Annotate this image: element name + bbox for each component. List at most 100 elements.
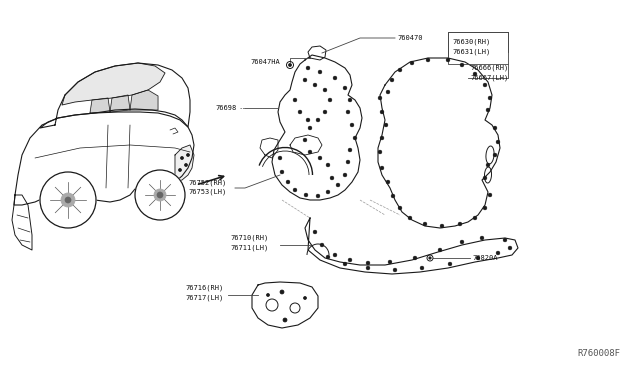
Text: 76717(LH): 76717(LH): [185, 295, 223, 301]
Circle shape: [350, 123, 354, 127]
Circle shape: [398, 68, 402, 72]
Polygon shape: [12, 195, 32, 250]
Polygon shape: [62, 63, 165, 105]
Circle shape: [353, 136, 357, 140]
Circle shape: [286, 180, 290, 184]
Polygon shape: [110, 95, 130, 112]
Circle shape: [429, 257, 431, 259]
Circle shape: [380, 110, 384, 114]
Circle shape: [410, 61, 414, 65]
Circle shape: [320, 243, 324, 247]
Circle shape: [303, 296, 307, 299]
Circle shape: [366, 266, 370, 270]
Circle shape: [326, 190, 330, 194]
Circle shape: [316, 118, 320, 122]
Circle shape: [346, 160, 350, 164]
Circle shape: [154, 189, 166, 201]
Circle shape: [488, 96, 492, 100]
Circle shape: [483, 83, 487, 87]
Circle shape: [316, 194, 320, 198]
Circle shape: [308, 150, 312, 154]
Circle shape: [333, 76, 337, 80]
Circle shape: [448, 262, 452, 266]
Text: 76666(RH): 76666(RH): [470, 65, 508, 71]
Circle shape: [157, 192, 163, 198]
Circle shape: [388, 260, 392, 264]
Circle shape: [496, 251, 500, 255]
Circle shape: [508, 246, 512, 250]
Circle shape: [318, 156, 322, 160]
Circle shape: [413, 256, 417, 260]
Circle shape: [308, 126, 312, 130]
Polygon shape: [290, 135, 322, 155]
Circle shape: [303, 138, 307, 142]
Polygon shape: [308, 46, 326, 60]
Circle shape: [488, 193, 492, 197]
Text: 76047HA: 76047HA: [250, 59, 280, 65]
Circle shape: [348, 258, 352, 262]
Polygon shape: [378, 58, 500, 228]
Circle shape: [460, 240, 464, 244]
Circle shape: [391, 194, 395, 198]
Text: 76753(LH): 76753(LH): [188, 189, 227, 195]
Polygon shape: [90, 98, 110, 113]
Circle shape: [179, 169, 182, 171]
Circle shape: [333, 253, 337, 257]
Circle shape: [420, 266, 424, 270]
Circle shape: [40, 172, 96, 228]
Circle shape: [408, 216, 412, 220]
Circle shape: [186, 154, 189, 157]
Circle shape: [65, 197, 71, 203]
Circle shape: [423, 222, 427, 226]
Circle shape: [446, 58, 450, 62]
Circle shape: [458, 222, 462, 226]
Circle shape: [135, 170, 185, 220]
Circle shape: [438, 248, 442, 252]
Circle shape: [493, 153, 497, 157]
Circle shape: [343, 173, 347, 177]
Circle shape: [336, 183, 340, 187]
Circle shape: [398, 206, 402, 210]
Circle shape: [476, 256, 480, 260]
Circle shape: [306, 118, 310, 122]
Circle shape: [393, 268, 397, 272]
Polygon shape: [260, 138, 278, 158]
Polygon shape: [130, 90, 158, 110]
Circle shape: [483, 206, 487, 210]
Circle shape: [378, 96, 382, 100]
Circle shape: [480, 236, 484, 240]
Polygon shape: [40, 63, 190, 128]
Circle shape: [386, 180, 390, 184]
Circle shape: [486, 163, 490, 167]
Circle shape: [426, 58, 430, 62]
Circle shape: [184, 164, 188, 167]
Circle shape: [180, 157, 184, 160]
Circle shape: [289, 64, 291, 67]
Circle shape: [346, 110, 350, 114]
Text: R760008F: R760008F: [577, 349, 620, 358]
Circle shape: [306, 66, 310, 70]
Circle shape: [293, 98, 297, 102]
Circle shape: [440, 224, 444, 228]
Circle shape: [384, 123, 388, 127]
Circle shape: [304, 193, 308, 197]
Text: 76820A: 76820A: [472, 255, 497, 261]
Circle shape: [378, 150, 382, 154]
Circle shape: [473, 216, 477, 220]
Circle shape: [343, 262, 347, 266]
Circle shape: [386, 90, 390, 94]
Circle shape: [330, 176, 334, 180]
Circle shape: [326, 255, 330, 259]
Circle shape: [323, 110, 327, 114]
Text: 76631(LH): 76631(LH): [452, 49, 490, 55]
Text: 76667(LH): 76667(LH): [470, 75, 508, 81]
Text: 76630(RH): 76630(RH): [452, 39, 490, 45]
Polygon shape: [305, 218, 518, 274]
Text: 76710(RH): 76710(RH): [230, 235, 268, 241]
Circle shape: [348, 98, 352, 102]
Circle shape: [483, 176, 487, 180]
Circle shape: [266, 294, 269, 296]
Text: 76752(RH): 76752(RH): [188, 180, 227, 186]
Circle shape: [61, 193, 75, 207]
Circle shape: [460, 63, 464, 67]
